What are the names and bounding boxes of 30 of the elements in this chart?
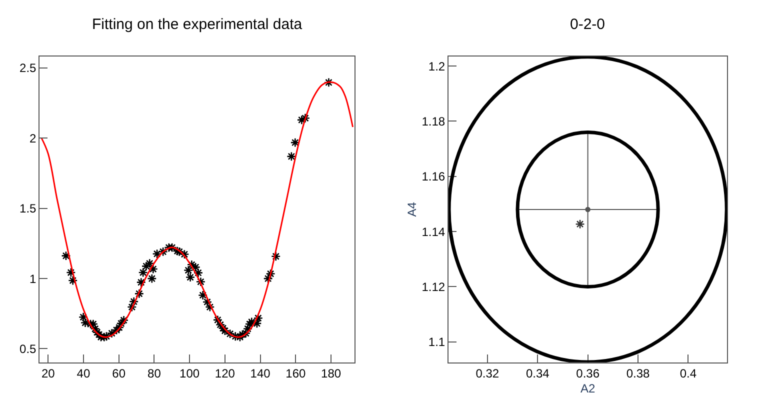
y-tick-label: 1 [30,272,37,286]
x-tick-label: 100 [180,366,200,381]
x-tick-label: 0.34 [526,366,550,381]
y-tick-label: 1.5 [20,202,37,216]
y-tick-label: 1.18 [422,114,446,128]
x-tick-label: 60 [112,366,126,381]
chart-title: Fitting on the experimental data [92,16,303,33]
y-tick-label: 0.5 [20,342,37,356]
x-tick-label: 160 [286,366,306,381]
line-series [40,81,354,338]
x-tick-label: 40 [76,366,90,381]
x-tick-label: 140 [250,366,271,381]
x-tick-label: 80 [148,366,162,381]
chart-title: 0-2-0 [570,16,606,33]
y-tick-label: 1.2 [428,59,446,74]
x-tick-label: 0.4 [680,366,697,381]
y-tick-label: 1.14 [422,224,446,239]
y-tick-label: 1.16 [422,170,446,184]
x-tick-label: 0.38 [626,366,650,381]
x-tick-label: 20 [41,366,56,381]
y-tick-label: 1.1 [428,335,446,350]
x-tick-label: 0.32 [476,366,500,381]
y-axis-title: A4 [405,202,420,217]
y-tick-label: 2 [30,131,37,146]
x-tick-label: 120 [214,366,236,381]
x-axis-title: A2 [580,382,596,396]
x-tick-label: 0.36 [576,366,600,381]
y-tick-label: 2.5 [20,61,37,76]
y-tick-label: 1.12 [422,280,446,294]
x-tick-label: 180 [321,366,342,381]
